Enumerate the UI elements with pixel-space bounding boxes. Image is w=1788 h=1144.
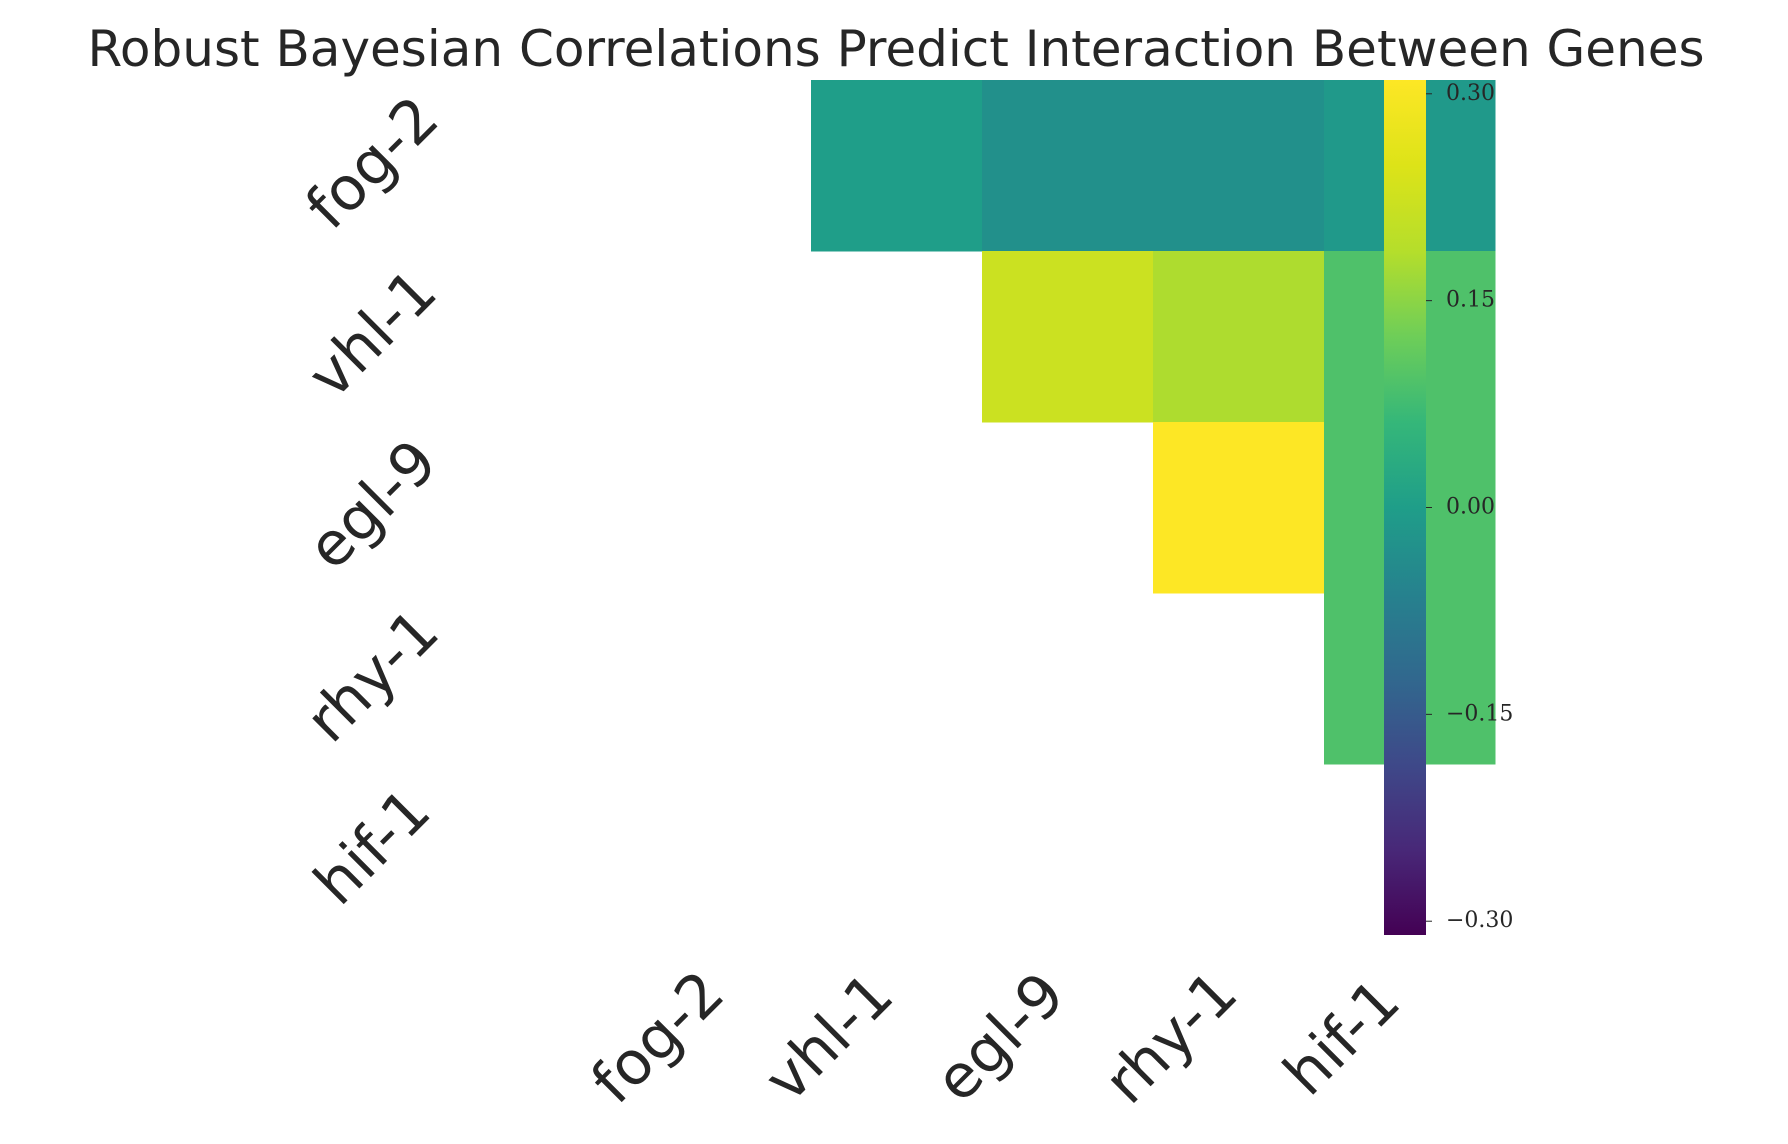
row-label-rhy-1: rhy-1 [293,596,453,756]
colorbar-tick-label: 0.30 [1446,81,1495,106]
heatmap-cell-fog-2-rhy-1 [1153,80,1325,252]
heatmap-cell-vhl-1-egl-9 [982,251,1154,423]
colorbar-tick-label: 0.15 [1446,288,1495,313]
row-label-egl-9: egl-9 [294,427,451,584]
column-labels: fog-2 vhl-1 egl-9 rhy-1 hif-1 [578,958,1413,1118]
heatmap-cell-vhl-1-rhy-1 [1153,251,1325,423]
column-label-hif-1: hif-1 [1271,966,1414,1109]
colorbar-tick-label: −0.30 [1446,908,1513,933]
colorbar-gradient [1384,80,1426,935]
column-label-fog-2: fog-2 [578,958,738,1118]
chart-title: Robust Bayesian Correlations Predict Int… [87,20,1704,78]
row-label-fog-2: fog-2 [293,83,453,243]
colorbar-tick-label: −0.15 [1446,701,1513,726]
colorbar-tick-label: 0.00 [1446,495,1495,520]
colorbar: 0.30 0.15 0.00 −0.15 −0.30 [1384,80,1513,935]
heatmap-cell-egl-9-rhy-1 [1153,422,1325,594]
row-label-vhl-1: vhl-1 [295,256,451,412]
heatmap-cell-fog-2-egl-9 [982,80,1154,252]
column-label-egl-9: egl-9 [922,959,1079,1116]
heatmap-cell-fog-2-vhl-1 [811,80,983,252]
row-label-hif-1: hif-1 [301,776,444,919]
column-label-rhy-1: rhy-1 [1091,958,1251,1118]
column-label-vhl-1: vhl-1 [751,960,907,1116]
